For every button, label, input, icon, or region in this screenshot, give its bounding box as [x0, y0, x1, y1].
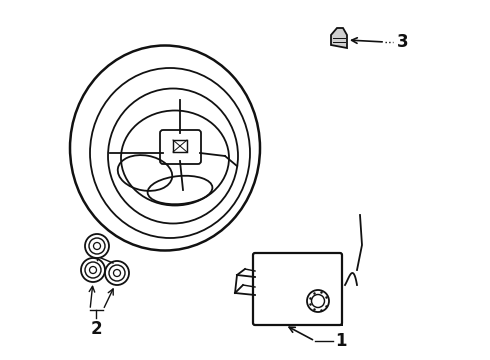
Text: 2: 2 [90, 320, 102, 338]
Polygon shape [331, 28, 347, 48]
Bar [173, 140, 187, 152]
Text: 3: 3 [397, 33, 409, 51]
Text: 1: 1 [335, 332, 346, 350]
